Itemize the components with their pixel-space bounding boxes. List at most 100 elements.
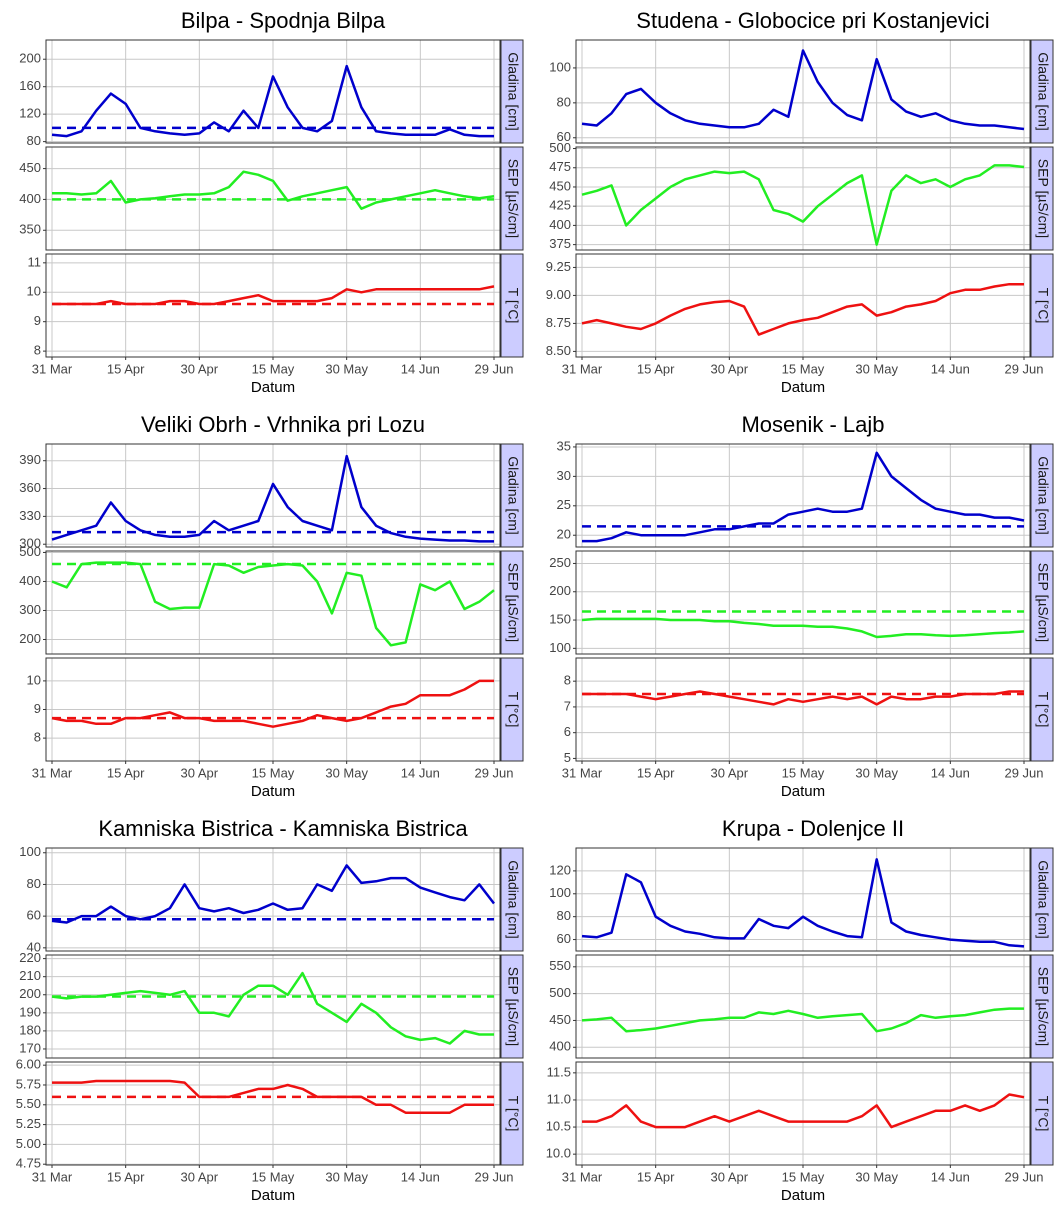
x-tick-label: 15 May bbox=[252, 361, 295, 376]
strip bbox=[1030, 954, 1054, 1059]
y-tick-label: 200 bbox=[19, 986, 41, 1001]
x-tick-label: 15 May bbox=[782, 361, 825, 376]
data-line bbox=[582, 690, 1024, 706]
y-tick-label: 80 bbox=[27, 876, 41, 891]
x-tick-label: 14 Jun bbox=[931, 765, 970, 780]
y-tick-label: 200 bbox=[19, 51, 41, 66]
y-tick-label: 190 bbox=[19, 1004, 41, 1019]
y-tick-label: 120 bbox=[19, 106, 41, 121]
y-tick-label: 10 bbox=[27, 672, 41, 687]
strip bbox=[500, 657, 524, 762]
y-tick-label: 300 bbox=[19, 536, 41, 551]
strip-label: SEP [µS/cm] bbox=[505, 967, 521, 1046]
y-tick-label: 330 bbox=[19, 508, 41, 523]
panel-border bbox=[575, 146, 1031, 251]
data-line bbox=[51, 454, 494, 543]
x-tick-label: 14 Jun bbox=[401, 1169, 440, 1184]
panel-border bbox=[45, 443, 501, 548]
y-tick-label: 9 bbox=[34, 701, 41, 716]
x-tick-label: 15 May bbox=[782, 1169, 825, 1184]
y-tick-label: 6.00 bbox=[16, 1057, 41, 1072]
y-tick-label: 10.0 bbox=[546, 1146, 571, 1161]
x-axis-label: Datum bbox=[251, 783, 295, 800]
x-tick-label: 30 Apr bbox=[181, 765, 219, 780]
strip bbox=[500, 550, 524, 655]
strip bbox=[1030, 1061, 1054, 1166]
x-axis-label: Datum bbox=[781, 783, 825, 800]
x-tick-label: 29 Jun bbox=[474, 1169, 513, 1184]
x-tick-label: 15 May bbox=[252, 1169, 295, 1184]
y-tick-label: 25 bbox=[557, 497, 571, 512]
panel-border bbox=[575, 847, 1031, 952]
y-tick-label: 500 bbox=[19, 544, 41, 559]
strip-label: Gladina [cm] bbox=[505, 860, 521, 939]
data-line bbox=[51, 561, 495, 647]
y-tick-label: 375 bbox=[549, 236, 571, 251]
y-tick-label: 5 bbox=[564, 750, 571, 765]
y-tick-label: 400 bbox=[19, 191, 41, 206]
strip bbox=[500, 146, 524, 251]
y-tick-label: 250 bbox=[549, 555, 571, 570]
y-tick-label: 5.75 bbox=[16, 1076, 41, 1091]
y-tick-label: 500 bbox=[549, 985, 571, 1000]
x-tick-label: 31 Mar bbox=[32, 361, 73, 376]
data-line bbox=[51, 679, 494, 728]
strip bbox=[500, 443, 524, 548]
y-tick-label: 80 bbox=[557, 94, 571, 109]
y-tick-label: 220 bbox=[19, 950, 41, 965]
data-line bbox=[581, 282, 1024, 336]
x-tick-label: 31 Mar bbox=[32, 765, 73, 780]
strip bbox=[1030, 550, 1054, 655]
panel-border bbox=[575, 39, 1031, 144]
x-tick-label: 15 Apr bbox=[637, 1169, 675, 1184]
y-tick-label: 8.50 bbox=[546, 343, 571, 358]
x-tick-label: 30 Apr bbox=[711, 361, 749, 376]
x-tick-label: 15 Apr bbox=[637, 765, 675, 780]
x-tick-label: 30 May bbox=[325, 1169, 368, 1184]
x-tick-label: 15 Apr bbox=[107, 361, 145, 376]
y-tick-label: 6 bbox=[564, 724, 571, 739]
y-tick-label: 9 bbox=[34, 313, 41, 328]
x-tick-label: 29 Jun bbox=[1004, 765, 1043, 780]
chart-title: Mosenik - Lajb bbox=[741, 412, 884, 437]
y-tick-label: 60 bbox=[557, 129, 571, 144]
data-line bbox=[582, 1093, 1025, 1129]
strip-label: T [°C] bbox=[505, 288, 521, 324]
panel-border bbox=[45, 550, 501, 655]
x-tick-label: 31 Mar bbox=[562, 1169, 603, 1184]
panel-border bbox=[45, 146, 501, 251]
x-tick-label: 30 Apr bbox=[711, 765, 749, 780]
strip-label: T [°C] bbox=[1035, 1096, 1051, 1132]
data-line bbox=[581, 49, 1025, 131]
strip-label: T [°C] bbox=[1035, 288, 1051, 324]
panel-border bbox=[45, 954, 501, 1059]
strip bbox=[500, 847, 524, 952]
x-axis-label: Datum bbox=[251, 1187, 295, 1204]
y-tick-label: 550 bbox=[549, 958, 571, 973]
x-tick-label: 14 Jun bbox=[931, 1169, 970, 1184]
y-tick-label: 120 bbox=[549, 862, 571, 877]
strip-label: Gladina [cm] bbox=[505, 52, 521, 131]
y-tick-label: 400 bbox=[549, 217, 571, 232]
panel-border bbox=[45, 39, 501, 144]
y-tick-label: 160 bbox=[19, 78, 41, 93]
data-line bbox=[581, 164, 1025, 246]
x-tick-label: 15 Apr bbox=[107, 1169, 145, 1184]
x-tick-label: 31 Mar bbox=[562, 765, 603, 780]
y-tick-label: 40 bbox=[27, 939, 41, 954]
y-tick-label: 100 bbox=[549, 640, 571, 655]
y-tick-label: 5.50 bbox=[16, 1096, 41, 1111]
y-tick-label: 500 bbox=[549, 140, 571, 155]
data-line bbox=[52, 285, 495, 306]
x-tick-label: 30 May bbox=[855, 1169, 898, 1184]
x-tick-label: 30 Apr bbox=[181, 1169, 219, 1184]
y-tick-label: 475 bbox=[549, 159, 571, 174]
strip-label: SEP [µS/cm] bbox=[1035, 967, 1051, 1046]
y-tick-label: 300 bbox=[19, 602, 41, 617]
y-tick-label: 4.75 bbox=[16, 1156, 41, 1171]
data-line bbox=[581, 1007, 1024, 1033]
x-axis-label: Datum bbox=[781, 379, 825, 396]
data-line bbox=[52, 1079, 494, 1114]
y-tick-label: 450 bbox=[549, 178, 571, 193]
y-tick-label: 100 bbox=[549, 59, 571, 74]
